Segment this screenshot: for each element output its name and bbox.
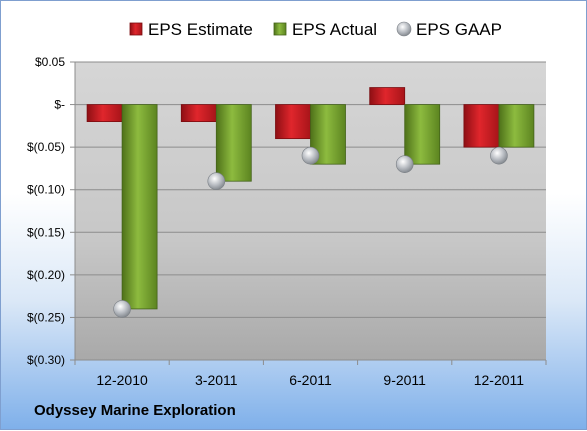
y-axis: $0.05 $- $(0.05) $(0.10) $(0.15) $(0.20) $(0.2… [27, 55, 76, 367]
x-tick-label: 6-2011 [289, 372, 332, 388]
y-tick-label: $(0.30) [27, 353, 65, 367]
gaap-markers [113, 146, 508, 318]
marker-eps-gaap-3-2011 [207, 172, 226, 190]
legend-swatch [396, 21, 412, 37]
legend-swatch [129, 22, 143, 36]
legend-label: EPS Estimate [148, 20, 253, 39]
y-tick-label: $(0.10) [27, 183, 65, 197]
legend: EPS Estimate EPS Actual EPS GAAP [129, 20, 502, 39]
bar-eps-estimate-3-2011 [180, 104, 217, 122]
company-name: Odyssey Marine Exploration [34, 402, 236, 419]
y-tick-label: $(0.05) [27, 140, 65, 154]
bar-eps-estimate-12-2010 [86, 104, 123, 122]
y-tick-label: $(0.20) [27, 268, 65, 282]
bar-eps-actual-12-2011 [498, 104, 535, 148]
marker-eps-gaap-9-2011 [395, 155, 414, 173]
x-tick-label: 12-2010 [96, 372, 148, 388]
marker-eps-gaap-6-2011 [301, 146, 320, 165]
marker-eps-gaap-12-2011 [490, 146, 508, 165]
bar-eps-actual-12-2010 [121, 104, 158, 310]
x-tick-label: 9-2011 [383, 372, 426, 388]
bar-eps-estimate-9-2011 [369, 87, 406, 105]
x-tick-label: 3-2011 [195, 372, 238, 388]
bar-eps-estimate-6-2011 [275, 104, 311, 140]
legend-label: EPS GAAP [416, 20, 502, 39]
y-tick-label: $0.05 [35, 55, 65, 69]
y-tick-label: $(0.25) [27, 310, 65, 324]
x-tick-label: 12-2011 [474, 372, 525, 388]
bar-eps-actual-3-2011 [215, 104, 252, 182]
bar-eps-actual-9-2011 [404, 104, 441, 165]
legend-label: EPS Actual [292, 20, 377, 39]
marker-eps-gaap-12-2010 [113, 300, 131, 318]
legend-swatch [273, 22, 287, 36]
bar-eps-estimate-12-2011 [463, 104, 500, 148]
x-axis: 12-2010 3-2011 6-2011 9-2011 12-2011 [74, 359, 547, 388]
y-tick-label: $- [54, 98, 65, 112]
y-tick-label: $(0.15) [27, 225, 65, 239]
